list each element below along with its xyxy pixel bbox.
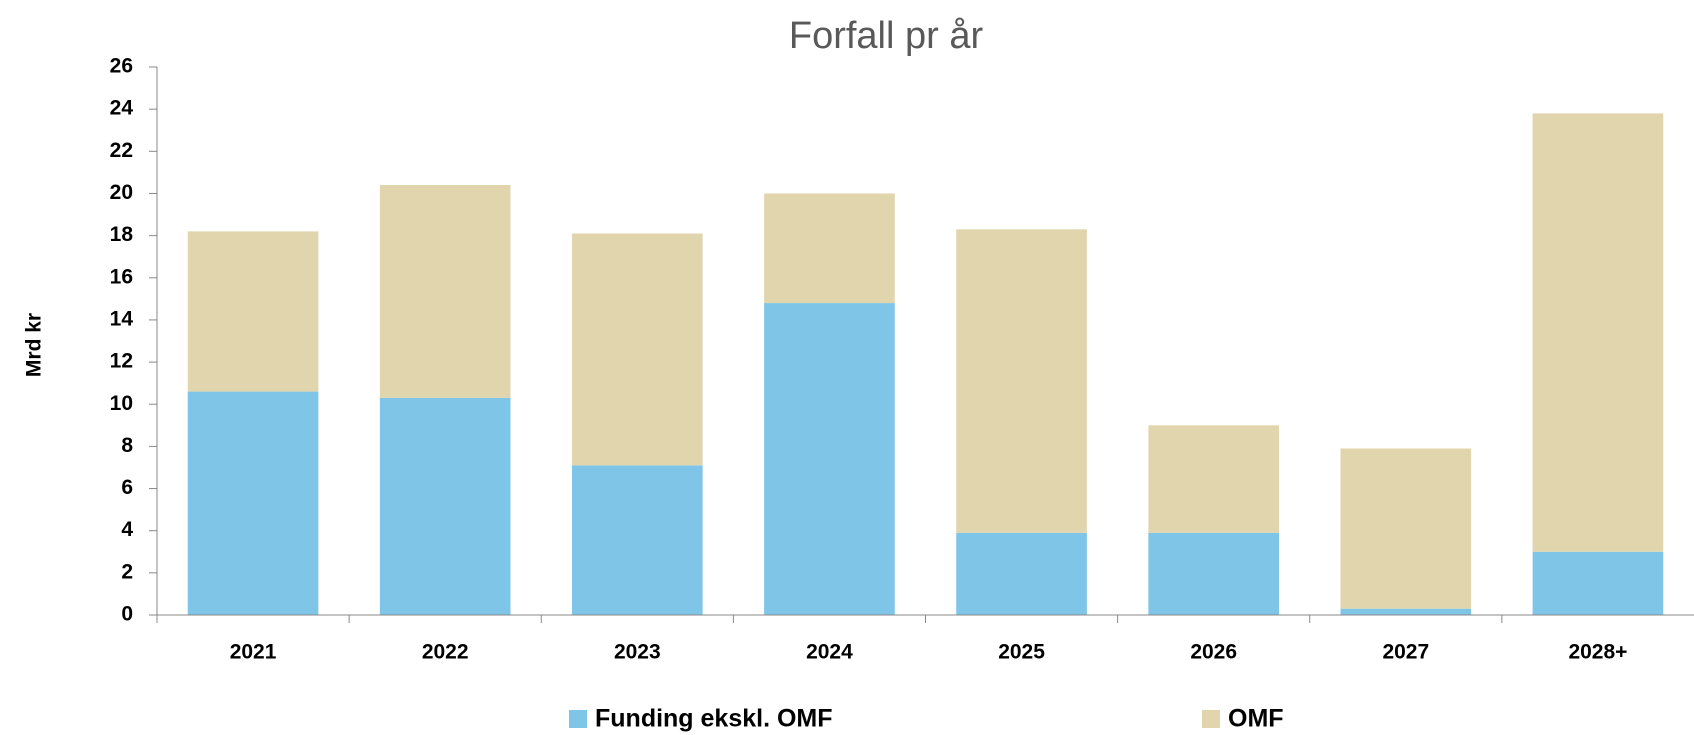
bar-segment [1340,608,1472,615]
chart-title: Forfall pr år [789,15,984,57]
bar-segment [1532,551,1664,615]
bar-segment [764,303,895,615]
bar-segment [956,229,1087,533]
bar-segment [187,231,319,392]
y-tick-label: 14 [110,307,134,330]
x-tick-label: 2022 [422,641,469,664]
y-tick-label: 4 [121,518,133,541]
y-tick-label: 26 [110,55,133,78]
bar-segment [571,465,703,615]
bar-segment [1148,532,1280,615]
x-tick-label: 2027 [1382,641,1429,664]
y-tick-label: 22 [110,139,133,162]
bar-segment [379,185,511,398]
y-tick-label: 24 [110,97,134,120]
bar-segment [187,391,319,615]
x-tick-label: 2023 [614,641,661,664]
x-tick-label: 2025 [998,641,1045,664]
bar-segment [379,397,511,615]
legend-label: OMF [1228,705,1284,733]
bar-segment [571,233,703,466]
bar-segment [1148,425,1280,533]
x-tick-label: 2026 [1190,641,1237,664]
bar-segment [1340,448,1472,609]
legend-label: Funding ekskl. OMF [595,705,833,733]
bar-segment [764,193,895,304]
y-axis-label: Mrd kr [23,313,46,377]
x-tick-label: 2028+ [1568,641,1627,664]
y-tick-label: 10 [110,392,133,415]
y-tick-label: 6 [121,476,133,499]
legend-swatch [1202,710,1220,728]
y-tick-label: 12 [110,350,133,373]
y-tick-label: 8 [121,434,133,457]
bar-segment [1532,113,1664,552]
x-tick-label: 2021 [230,641,277,664]
y-tick-label: 20 [110,181,133,204]
y-tick-label: 0 [121,603,133,626]
y-tick-label: 16 [110,265,133,288]
legend-swatch [569,710,587,728]
bar-segment [956,532,1087,615]
x-tick-label: 2024 [806,641,853,664]
y-tick-label: 18 [110,223,134,246]
y-tick-label: 2 [121,560,133,583]
